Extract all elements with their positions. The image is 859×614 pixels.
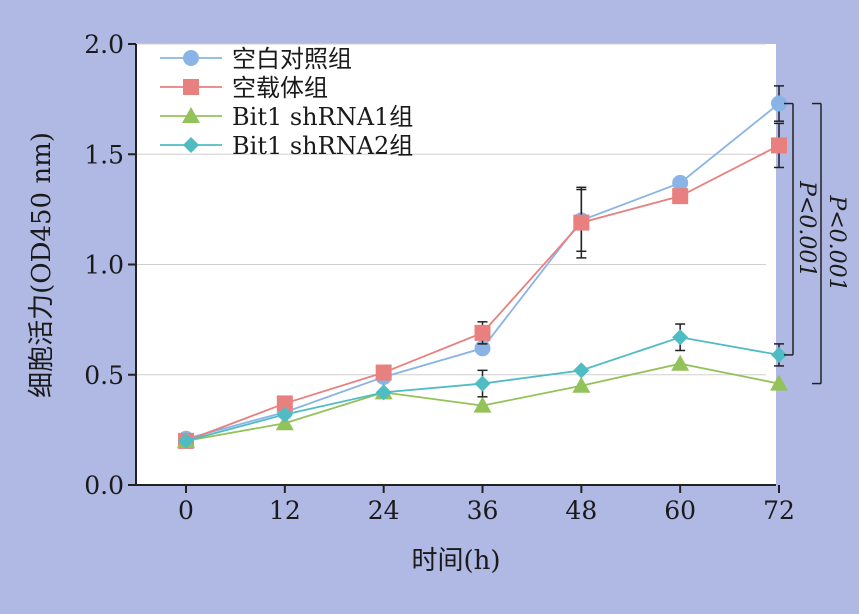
significance-brackets: P<0.001 P<0.001 [784, 102, 849, 385]
legend-item: 空载体组 [160, 74, 328, 102]
significance-label: P<0.001 [824, 194, 849, 291]
data-point [672, 329, 689, 346]
data-point [375, 384, 392, 401]
legend-marker [183, 50, 199, 66]
legend-label: 空白对照组 [232, 45, 352, 73]
x-tick-label: 12 [269, 496, 301, 525]
data-point [671, 354, 690, 371]
y-tick-label: 1.5 [84, 140, 124, 169]
x-tick-label: 60 [664, 496, 696, 525]
x-tick-label: 0 [178, 496, 194, 525]
x-tick-label: 48 [565, 496, 597, 525]
data-point [771, 346, 787, 363]
data-point [672, 174, 689, 191]
series-group [177, 85, 788, 449]
y-tick-label: 1.0 [84, 251, 124, 280]
legend-marker [183, 137, 199, 153]
legend-label: Bit1 shRNA2组 [232, 132, 413, 160]
data-point [572, 376, 591, 393]
x-tick-label: 36 [467, 496, 499, 525]
data-point [178, 432, 194, 449]
legend-item: Bit1 shRNA1组 [160, 103, 413, 131]
data-point [276, 406, 293, 423]
data-point [276, 395, 293, 412]
y-tick-label: 0.0 [84, 471, 124, 500]
data-point [573, 214, 590, 231]
data-point [375, 364, 392, 381]
x-tick-label: 24 [368, 496, 400, 525]
data-point [771, 137, 787, 154]
data-point [474, 324, 491, 341]
significance-bracket: P<0.001 [784, 102, 819, 356]
data-point [771, 95, 787, 112]
data-point [473, 396, 492, 413]
legend-item: Bit1 shRNA2组 [160, 132, 413, 160]
x-axis-label: 时间(h) [411, 546, 500, 576]
legend-label: 空载体组 [232, 74, 328, 102]
legend-marker [183, 79, 199, 95]
x-ticks: 0 12 24 36 48 60 72 [178, 485, 795, 525]
gridlines [136, 43, 766, 376]
legend-marker [182, 107, 200, 123]
y-tick-label: 0.5 [84, 361, 124, 390]
significance-bracket: P<0.001 [812, 102, 849, 385]
data-point [672, 188, 689, 205]
data-point [770, 374, 788, 391]
y-tick-label: 2.0 [84, 30, 124, 59]
significance-label: P<0.001 [794, 180, 819, 277]
legend-label: Bit1 shRNA1组 [232, 103, 413, 131]
y-axis-label: 细胞活力(OD450 nm) [27, 132, 57, 398]
data-point [474, 375, 491, 392]
x-tick-label: 72 [763, 496, 795, 525]
y-ticks: 0.0 0.5 1.0 1.5 2.0 [84, 30, 136, 500]
series-4 [178, 323, 787, 449]
data-point [573, 362, 590, 379]
legend-item: 空白对照组 [160, 45, 352, 73]
